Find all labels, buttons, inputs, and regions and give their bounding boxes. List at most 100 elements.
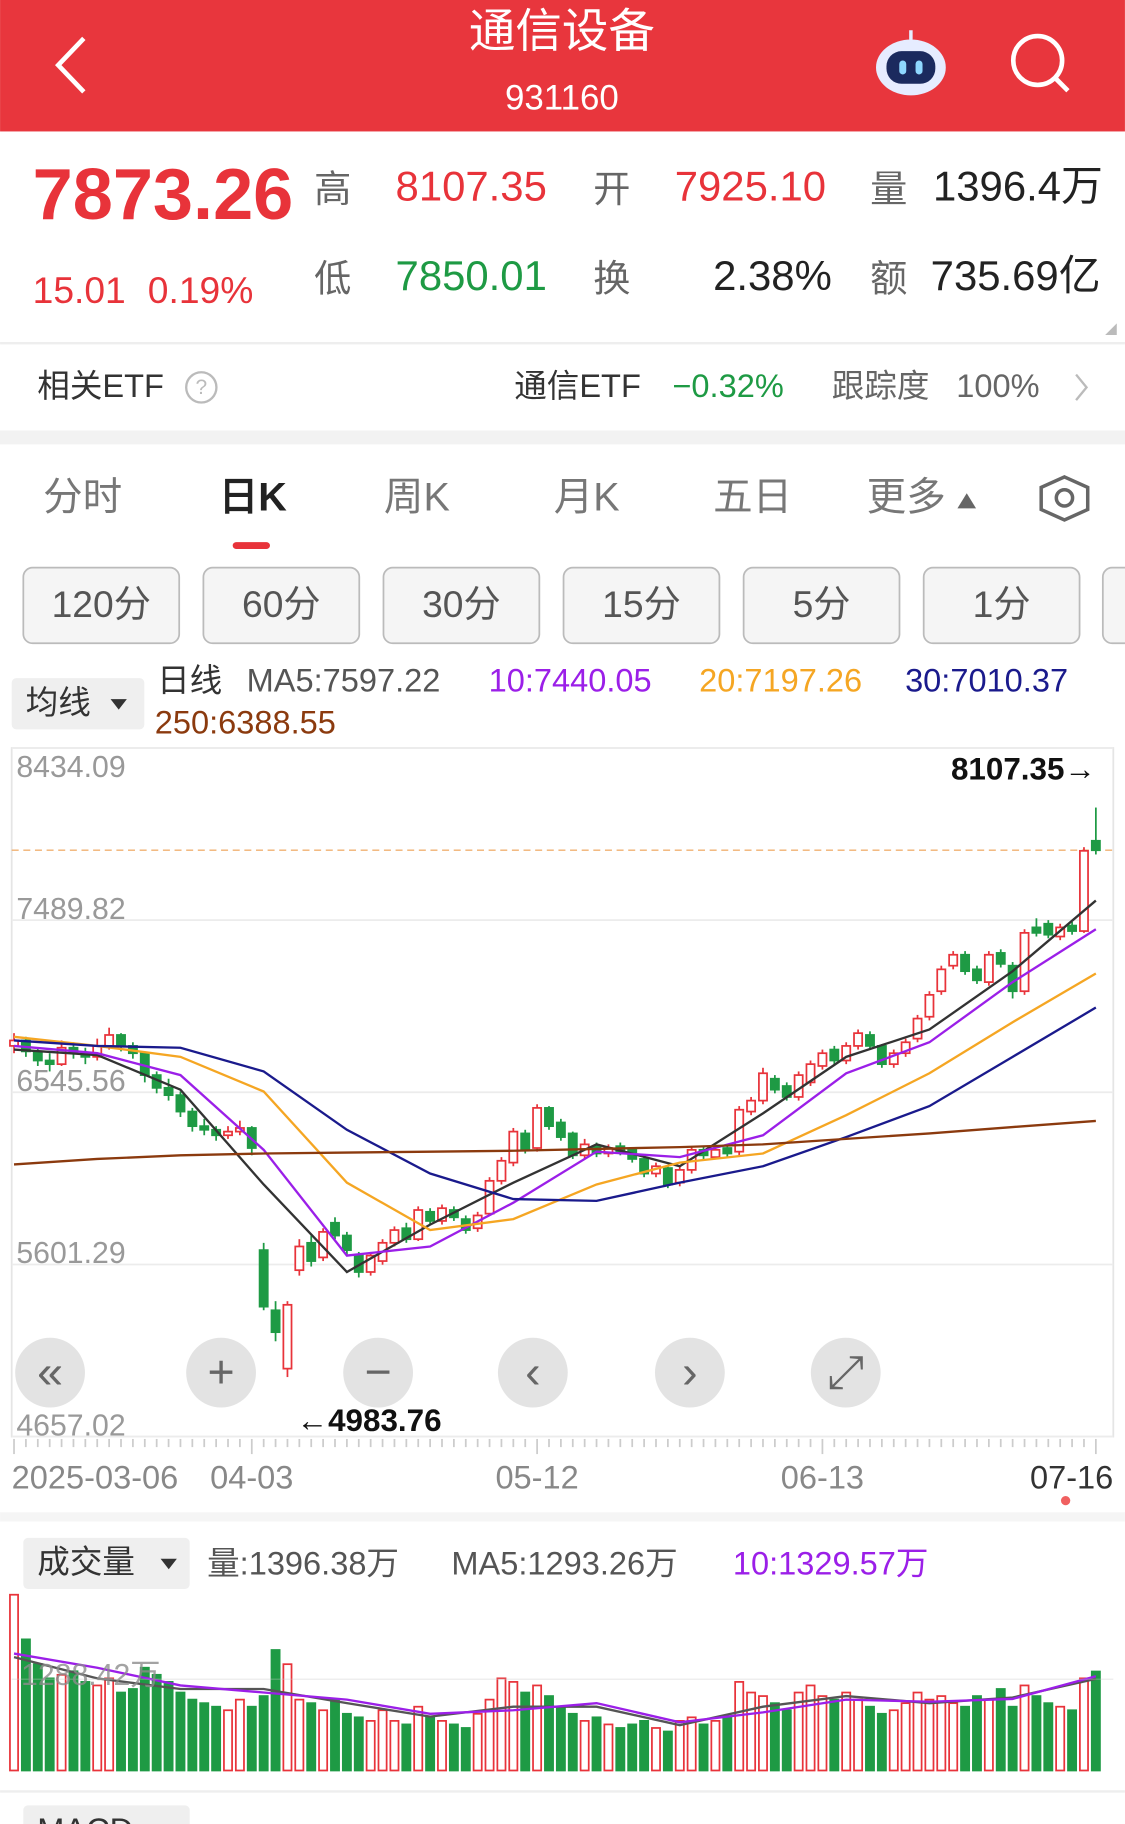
volume-bar [175,1691,186,1772]
etf-name[interactable]: 通信ETF [514,368,641,404]
chart-control[interactable] [810,1337,881,1408]
current-dot [1060,1495,1071,1506]
tab[interactable]: 分时 [43,476,122,520]
candle-body [199,1125,210,1131]
tab[interactable]: 五日 [713,476,792,520]
volume-bar [876,1712,887,1772]
candle-body [282,1303,293,1370]
volume-bar [960,1705,971,1772]
candle-body [223,1130,233,1137]
volume-bar [853,1698,864,1772]
volume-bar [995,1688,1006,1772]
candle-body [294,1245,305,1272]
candle-body [972,968,982,982]
volume-bar [365,1720,376,1772]
volume-bar [555,1705,566,1772]
period-button[interactable] [742,566,901,645]
candle-body [829,1048,840,1062]
value: 1396.4万 [933,163,1103,210]
candle-body [1067,924,1078,932]
settings-icon-dot [1054,487,1075,508]
tab[interactable]: 日K [219,476,288,520]
legend-entry: 10:1329.57万 [733,1545,929,1581]
tab[interactable]: 更多 [867,476,946,520]
period-button[interactable] [562,566,721,645]
volume-bar [151,1673,162,1772]
legend-entry: MA5:1293.26万 [451,1545,677,1581]
candle-body [56,1046,67,1066]
value: 735.69亿 [931,252,1101,299]
chart-control[interactable] [15,1337,85,1408]
y-tick-label: 1288.42万 [21,1659,161,1692]
volume-bar [56,1673,67,1772]
back-button[interactable] [55,36,86,94]
title: 通信设备 [469,5,655,57]
period-button[interactable] [382,566,541,645]
help-icon[interactable]: ? [185,371,218,404]
y-tick-label: 6545.56 [16,1065,125,1098]
volume-bar [805,1684,816,1772]
dropdown-arrow [160,1558,177,1570]
x-tick-label: 2025-03-06 [12,1459,179,1495]
volume-bar [758,1695,768,1772]
search-icon[interactable] [1010,33,1070,93]
candle-body [746,1099,757,1113]
period-button[interactable] [22,566,181,645]
candle-body [936,968,947,993]
volume-bar [246,1705,257,1772]
volume-bar [936,1695,947,1772]
chart-control-icon: « [37,1345,63,1397]
chart-control[interactable] [654,1337,725,1408]
volume-bar [1090,1670,1101,1772]
volume-bar [579,1720,590,1772]
volume-bar [163,1681,174,1772]
volume-bar [865,1705,875,1772]
assistant-icon[interactable] [876,30,946,96]
label: 量 [870,168,907,210]
code: 931160 [505,78,619,117]
candle-body [175,1094,186,1113]
legend-entry: 250:6388.55 [155,704,336,740]
candle-body [639,1158,650,1175]
candle-body [900,1041,911,1055]
tab[interactable]: 月K [554,476,620,520]
ma-selector[interactable] [11,678,145,730]
chart-control[interactable] [343,1337,414,1408]
volume-bar [734,1681,745,1772]
volume-bar [127,1688,138,1772]
tab[interactable]: 周K [384,476,450,520]
label: 低 [314,257,351,299]
ma-line [13,1119,1096,1166]
volume-selector[interactable] [23,1537,190,1590]
candle-body [841,1045,852,1062]
candle-body [389,1229,400,1244]
min-annotation: ←4983.76 [297,1403,442,1438]
x-tick-label: 05-12 [495,1459,578,1495]
candle-body [306,1241,317,1262]
candle-body [104,1034,115,1047]
etf-change: −0.32% [672,368,783,404]
etf-label: 相关ETF [37,368,164,404]
chevron [1075,373,1089,401]
value: 7850.01 [396,252,547,299]
volume-bar [401,1723,412,1772]
settings-icon[interactable] [1039,475,1090,522]
band [0,1512,1125,1522]
dropdown-arrow [110,699,127,710]
candle-body [163,1086,174,1097]
period-button[interactable] [202,566,361,645]
period-button[interactable] [922,566,1081,645]
svg-text:?: ? [195,376,207,399]
candle-body [674,1169,685,1184]
volume-bar [769,1702,780,1772]
label: 换 [593,257,630,299]
candle-body [865,1034,875,1047]
period-label: 60分 [242,583,321,625]
period-button[interactable] [1101,566,1125,645]
volume-bar [306,1702,317,1772]
macd-selector[interactable] [23,1805,190,1824]
chart-control[interactable] [186,1337,256,1408]
value: 8107.35 [396,163,547,210]
chart-control[interactable] [497,1337,568,1408]
volume-bar [353,1716,364,1772]
